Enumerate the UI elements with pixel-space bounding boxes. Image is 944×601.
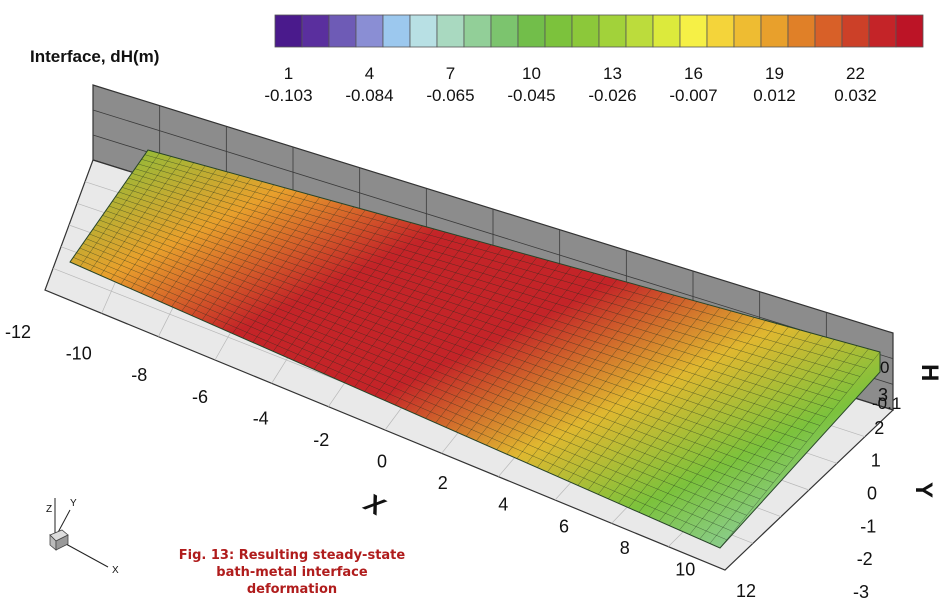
y-tick-label: 1 — [871, 451, 881, 471]
x-tick-label: -12 — [5, 322, 31, 342]
colorbar-swatch — [652, 14, 681, 48]
colorbar-swatch — [679, 14, 708, 48]
colorbar-swatch — [490, 14, 519, 48]
x-tick-label: -2 — [313, 430, 329, 450]
triad-z-label: Z — [46, 504, 52, 515]
x-tick-label: 10 — [675, 559, 695, 579]
colorbar-swatch — [409, 14, 438, 48]
colorbar-index-label: 16 — [684, 64, 703, 83]
x-tick-label: -6 — [192, 387, 208, 407]
x-axis-label: X — [358, 486, 391, 522]
colorbar-value-label: -0.084 — [345, 86, 393, 105]
colorbar-swatch — [544, 14, 573, 48]
colorbar-index-label: 13 — [603, 64, 622, 83]
x-tick-labels: -12 -10 -8 -6 -4 -2 0 2 4 6 8 10 12 — [5, 322, 756, 601]
colorbar-swatch — [598, 14, 627, 48]
colorbar-swatch — [301, 14, 330, 48]
x-tick-label: 0 — [377, 452, 387, 472]
colorbar — [274, 14, 924, 48]
caption-line-1: Fig. 13: Resulting steady-state — [178, 548, 406, 563]
z-axis-label: H — [916, 364, 943, 381]
z-tick-label: -0.1 — [872, 394, 901, 413]
colorbar-index-label: 10 — [522, 64, 541, 83]
x-tick-label: -10 — [66, 344, 92, 364]
colorbar-swatch — [517, 14, 546, 48]
colorbar-swatch — [382, 14, 411, 48]
y-tick-label: 0 — [867, 484, 877, 504]
colorbar-index-label: 19 — [765, 64, 784, 83]
colorbar-index-label: 1 — [284, 64, 293, 83]
y-tick-labels: 3 2 1 0 -1 -2 -3 — [853, 385, 888, 601]
colorbar-swatch — [571, 14, 600, 48]
interface-surface — [69, 149, 881, 549]
colorbar-index-label: 7 — [446, 64, 455, 83]
colorbar-labels: 1 -0.103 4 -0.084 7 -0.065 10 -0.045 13 -0.026 16 -… — [264, 64, 876, 105]
axis-triad: Z Y X — [46, 498, 119, 576]
x-tick-label: 4 — [498, 495, 508, 515]
colorbar-swatch — [328, 14, 357, 48]
colorbar-index-label: 22 — [846, 64, 865, 83]
y-axis-label: Y — [910, 482, 937, 498]
y-tick-label: -1 — [860, 516, 876, 536]
colorbar-value-label: -0.026 — [588, 86, 636, 105]
triad-x-label: X — [112, 565, 119, 576]
colorbar-value-label: -0.103 — [264, 86, 312, 105]
colorbar-value-label: -0.007 — [669, 86, 717, 105]
triad-y-label: Y — [70, 498, 77, 509]
z-tick-labels: 0 -0.1 — [872, 358, 901, 413]
z-tick-label: 0 — [880, 358, 889, 377]
caption-line-2: bath-metal interface deformation — [216, 565, 368, 597]
colorbar-swatch — [814, 14, 843, 48]
colorbar-swatch — [733, 14, 762, 48]
colorbar-swatch — [625, 14, 654, 48]
colorbar-swatch — [868, 14, 897, 48]
colorbar-value-label: 0.012 — [753, 86, 796, 105]
x-tick-label: 2 — [438, 473, 448, 493]
figure-caption: Fig. 13: Resulting steady-state bath-met… — [172, 547, 412, 598]
x-tick-label: 6 — [559, 516, 569, 536]
colorbar-value-label: -0.045 — [507, 86, 555, 105]
colorbar-swatch — [841, 14, 870, 48]
colorbar-value-label: 0.032 — [834, 86, 877, 105]
chart-title: Interface, dH(m) — [30, 47, 159, 66]
colorbar-swatch — [706, 14, 735, 48]
x-tick-label: 8 — [620, 538, 630, 558]
x-tick-label: 12 — [736, 581, 756, 601]
x-tick-label: -8 — [131, 365, 147, 385]
colorbar-swatch — [895, 14, 924, 48]
colorbar-swatch — [760, 14, 789, 48]
y-tick-label: 3 — [878, 385, 888, 405]
colorbar-index-label: 4 — [365, 64, 374, 83]
colorbar-swatch — [274, 14, 303, 48]
colorbar-swatch — [787, 14, 816, 48]
colorbar-swatch — [463, 14, 492, 48]
colorbar-value-label: -0.065 — [426, 86, 474, 105]
y-tick-label: 2 — [874, 418, 884, 438]
y-tick-label: -2 — [857, 549, 873, 569]
colorbar-swatch — [436, 14, 465, 48]
x-tick-label: -4 — [253, 408, 269, 428]
y-tick-label: -3 — [853, 582, 869, 601]
colorbar-swatch — [355, 14, 384, 48]
